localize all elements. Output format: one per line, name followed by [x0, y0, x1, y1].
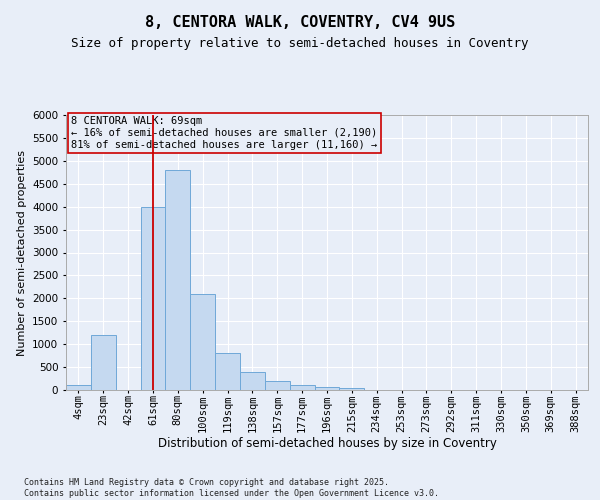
Text: 8, CENTORA WALK, COVENTRY, CV4 9US: 8, CENTORA WALK, COVENTRY, CV4 9US: [145, 15, 455, 30]
Bar: [290, 386, 314, 390]
Bar: [340, 388, 364, 390]
Bar: [140, 206, 166, 390]
X-axis label: Distribution of semi-detached houses by size in Coventry: Distribution of semi-detached houses by …: [158, 437, 496, 450]
Y-axis label: Number of semi-detached properties: Number of semi-detached properties: [17, 150, 26, 356]
Text: Size of property relative to semi-detached houses in Coventry: Size of property relative to semi-detach…: [71, 38, 529, 51]
Bar: [265, 381, 290, 390]
Bar: [66, 386, 91, 390]
Bar: [314, 387, 340, 390]
Bar: [166, 170, 190, 390]
Bar: [190, 294, 215, 390]
Text: 8 CENTORA WALK: 69sqm
← 16% of semi-detached houses are smaller (2,190)
81% of s: 8 CENTORA WALK: 69sqm ← 16% of semi-deta…: [71, 116, 377, 150]
Text: Contains HM Land Registry data © Crown copyright and database right 2025.
Contai: Contains HM Land Registry data © Crown c…: [24, 478, 439, 498]
Bar: [240, 372, 265, 390]
Bar: [215, 354, 240, 390]
Bar: [91, 335, 116, 390]
